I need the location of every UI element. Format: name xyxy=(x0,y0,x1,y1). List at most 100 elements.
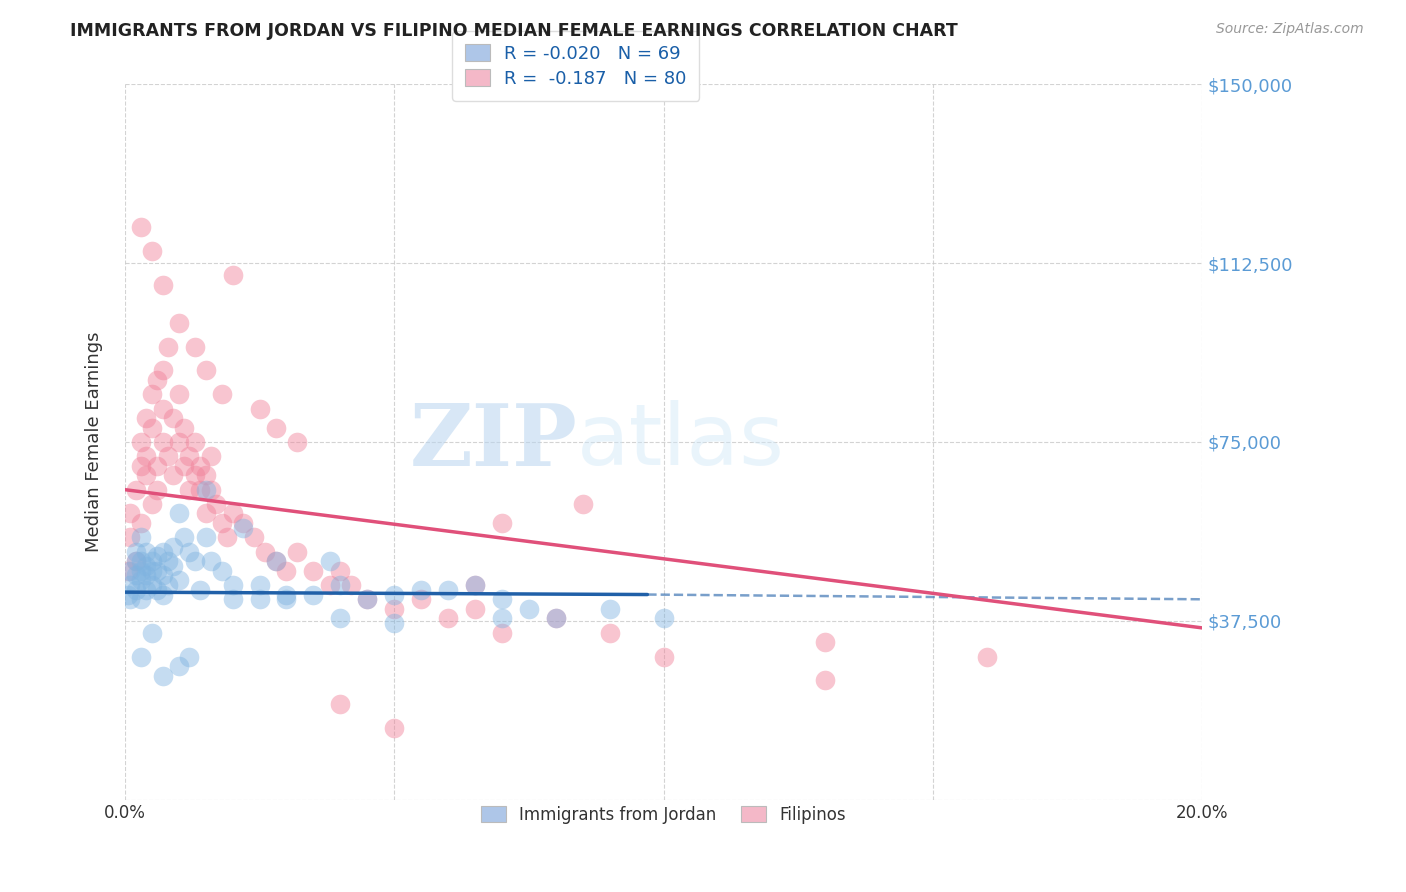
Point xyxy=(173,530,195,544)
Point xyxy=(117,588,139,602)
Point xyxy=(135,450,157,464)
Point xyxy=(120,564,142,578)
Point xyxy=(329,611,352,625)
Point xyxy=(129,554,152,568)
Point xyxy=(129,592,152,607)
Point xyxy=(167,316,190,330)
Point xyxy=(152,277,174,292)
Point xyxy=(814,673,837,688)
Point xyxy=(211,564,233,578)
Point xyxy=(156,554,179,568)
Point xyxy=(264,420,287,434)
Point xyxy=(129,573,152,587)
Point xyxy=(141,420,163,434)
Point xyxy=(135,468,157,483)
Point xyxy=(141,564,163,578)
Text: IMMIGRANTS FROM JORDAN VS FILIPINO MEDIAN FEMALE EARNINGS CORRELATION CHART: IMMIGRANTS FROM JORDAN VS FILIPINO MEDIA… xyxy=(70,22,957,40)
Point xyxy=(152,363,174,377)
Point xyxy=(253,544,276,558)
Point xyxy=(318,554,340,568)
Point xyxy=(464,602,486,616)
Point xyxy=(135,411,157,425)
Point xyxy=(179,544,201,558)
Point xyxy=(146,483,169,497)
Point xyxy=(146,564,169,578)
Point xyxy=(184,468,207,483)
Point xyxy=(285,544,308,558)
Y-axis label: Median Female Earnings: Median Female Earnings xyxy=(86,332,103,552)
Point xyxy=(152,434,174,449)
Point xyxy=(156,450,179,464)
Point xyxy=(464,578,486,592)
Point xyxy=(173,420,195,434)
Point xyxy=(329,578,352,592)
Point xyxy=(152,544,174,558)
Point xyxy=(167,659,190,673)
Point xyxy=(167,573,190,587)
Point xyxy=(129,649,152,664)
Point xyxy=(184,340,207,354)
Point xyxy=(162,411,184,425)
Point xyxy=(205,497,228,511)
Point xyxy=(194,363,217,377)
Point xyxy=(124,544,146,558)
Point xyxy=(179,483,201,497)
Point xyxy=(184,554,207,568)
Point xyxy=(411,582,433,597)
Point xyxy=(162,468,184,483)
Point xyxy=(141,497,163,511)
Point xyxy=(141,387,163,401)
Point xyxy=(184,434,207,449)
Point xyxy=(152,401,174,416)
Point xyxy=(194,530,217,544)
Point xyxy=(146,549,169,564)
Point xyxy=(141,554,163,568)
Point xyxy=(652,649,675,664)
Text: atlas: atlas xyxy=(578,401,786,483)
Point xyxy=(221,592,243,607)
Point xyxy=(249,592,271,607)
Point xyxy=(141,244,163,259)
Point xyxy=(356,592,378,607)
Point xyxy=(243,530,266,544)
Point xyxy=(276,592,298,607)
Point xyxy=(318,578,340,592)
Point xyxy=(188,582,211,597)
Point xyxy=(491,592,513,607)
Point xyxy=(141,625,163,640)
Point xyxy=(232,521,254,535)
Point xyxy=(264,554,287,568)
Point xyxy=(437,611,460,625)
Point xyxy=(491,516,513,530)
Point xyxy=(491,611,513,625)
Point xyxy=(146,458,169,473)
Point xyxy=(276,564,298,578)
Point xyxy=(146,582,169,597)
Point xyxy=(188,483,211,497)
Point xyxy=(249,578,271,592)
Point xyxy=(120,592,142,607)
Point xyxy=(129,516,152,530)
Point xyxy=(152,568,174,582)
Point xyxy=(491,625,513,640)
Point xyxy=(276,588,298,602)
Point xyxy=(152,588,174,602)
Point xyxy=(285,434,308,449)
Point xyxy=(141,578,163,592)
Point xyxy=(194,483,217,497)
Point xyxy=(599,625,621,640)
Point xyxy=(571,497,593,511)
Point xyxy=(221,507,243,521)
Point xyxy=(200,554,222,568)
Point xyxy=(146,373,169,387)
Point xyxy=(356,592,378,607)
Point xyxy=(599,602,621,616)
Point xyxy=(382,602,405,616)
Point xyxy=(264,554,287,568)
Point xyxy=(124,582,146,597)
Point xyxy=(200,450,222,464)
Text: ZIP: ZIP xyxy=(409,400,578,484)
Point xyxy=(129,220,152,235)
Point xyxy=(167,387,190,401)
Point xyxy=(129,530,152,544)
